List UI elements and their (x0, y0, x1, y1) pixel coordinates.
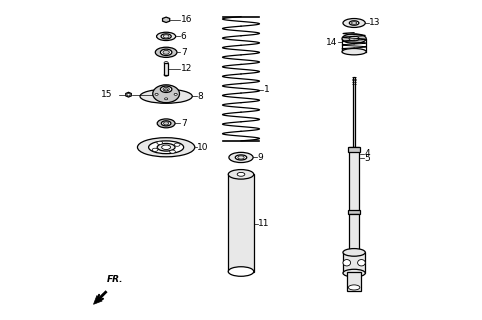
Bar (343, 252, 365, 273)
Text: 10: 10 (197, 143, 209, 152)
Ellipse shape (161, 49, 172, 55)
Ellipse shape (161, 145, 171, 149)
Text: 7: 7 (181, 48, 187, 57)
Text: 6: 6 (181, 32, 187, 41)
Ellipse shape (157, 141, 162, 144)
Bar (353, 77, 355, 147)
Ellipse shape (157, 119, 175, 128)
Ellipse shape (140, 89, 192, 103)
Bar (348, 210, 360, 214)
Ellipse shape (342, 49, 366, 55)
Ellipse shape (161, 86, 172, 92)
Ellipse shape (155, 93, 158, 95)
Ellipse shape (164, 98, 168, 100)
Bar (348, 147, 360, 152)
Text: 16: 16 (181, 15, 192, 24)
Ellipse shape (157, 143, 175, 151)
Text: 9: 9 (257, 153, 263, 162)
Ellipse shape (163, 122, 169, 125)
Ellipse shape (174, 93, 177, 95)
Polygon shape (126, 92, 131, 97)
Ellipse shape (228, 170, 254, 179)
Text: 8: 8 (197, 92, 203, 101)
Ellipse shape (152, 148, 158, 151)
Polygon shape (94, 296, 102, 304)
Ellipse shape (148, 141, 184, 154)
Bar (347, 271, 361, 291)
Polygon shape (162, 17, 170, 22)
Ellipse shape (342, 34, 366, 44)
Ellipse shape (164, 19, 168, 21)
Bar (164, 63, 168, 75)
Ellipse shape (238, 156, 244, 159)
Ellipse shape (161, 121, 171, 126)
Ellipse shape (343, 249, 365, 256)
Text: 14: 14 (326, 38, 337, 47)
Ellipse shape (343, 260, 350, 266)
Ellipse shape (237, 172, 245, 176)
Ellipse shape (157, 32, 175, 41)
Ellipse shape (164, 61, 168, 64)
Text: 12: 12 (181, 64, 192, 73)
Bar (349, 214, 359, 265)
Ellipse shape (349, 36, 359, 41)
Text: 5: 5 (364, 154, 370, 163)
Text: 7: 7 (181, 119, 187, 128)
Ellipse shape (137, 138, 195, 157)
Ellipse shape (163, 35, 169, 38)
Ellipse shape (155, 47, 177, 57)
Ellipse shape (228, 267, 254, 276)
Ellipse shape (153, 85, 179, 103)
Text: 4: 4 (364, 149, 370, 158)
Ellipse shape (164, 89, 168, 91)
Ellipse shape (127, 93, 130, 96)
Ellipse shape (343, 19, 365, 28)
Ellipse shape (161, 34, 171, 39)
Text: 1: 1 (264, 85, 269, 94)
Bar (349, 147, 359, 214)
Ellipse shape (164, 74, 168, 76)
Text: 15: 15 (100, 90, 112, 99)
Ellipse shape (229, 152, 253, 163)
Ellipse shape (174, 143, 180, 146)
Text: 13: 13 (369, 19, 381, 28)
Text: 11: 11 (258, 219, 269, 228)
Ellipse shape (348, 285, 360, 290)
Ellipse shape (170, 150, 175, 153)
Ellipse shape (349, 21, 359, 25)
Ellipse shape (163, 87, 169, 91)
Ellipse shape (358, 260, 365, 266)
Ellipse shape (163, 50, 169, 54)
Text: FR.: FR. (107, 275, 124, 284)
Ellipse shape (235, 155, 247, 160)
Bar (228, 174, 254, 271)
Ellipse shape (351, 22, 357, 24)
Ellipse shape (343, 269, 365, 277)
